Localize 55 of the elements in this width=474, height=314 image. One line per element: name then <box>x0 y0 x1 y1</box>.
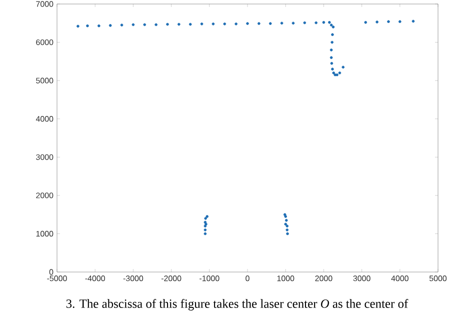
point <box>398 20 402 24</box>
point <box>286 224 289 228</box>
point <box>280 22 284 25</box>
point <box>204 217 207 220</box>
text: 3. The abscissa of this figure takes the laser center O as the center of <box>66 299 408 310</box>
point <box>330 62 334 65</box>
point <box>166 22 169 26</box>
point <box>76 24 80 28</box>
point <box>330 56 333 59</box>
point <box>204 224 207 228</box>
point <box>86 24 89 28</box>
point <box>286 228 289 232</box>
point <box>334 73 337 76</box>
point <box>376 20 378 24</box>
point <box>200 22 204 26</box>
point <box>314 21 318 24</box>
point <box>332 72 336 74</box>
point <box>342 66 345 69</box>
point <box>328 20 331 24</box>
point <box>338 72 342 74</box>
point <box>212 22 215 26</box>
point <box>303 21 306 24</box>
point <box>332 26 335 28</box>
point <box>258 22 260 25</box>
point <box>204 228 207 232</box>
point <box>246 22 249 25</box>
point <box>322 20 326 24</box>
point <box>120 24 124 26</box>
point <box>387 20 390 24</box>
point <box>364 20 368 24</box>
point <box>188 22 192 26</box>
point <box>330 24 333 26</box>
point <box>331 33 334 36</box>
point <box>284 218 288 222</box>
point <box>330 40 334 44</box>
point <box>178 22 180 26</box>
point <box>206 215 209 218</box>
point <box>283 213 286 216</box>
point <box>331 68 334 70</box>
point <box>204 232 207 236</box>
point <box>143 23 146 26</box>
point <box>284 215 287 218</box>
point <box>336 73 338 76</box>
point <box>154 23 158 26</box>
point <box>412 20 415 23</box>
point <box>223 22 226 26</box>
point <box>292 22 295 25</box>
point <box>108 24 112 27</box>
point <box>330 48 333 52</box>
point <box>284 222 287 226</box>
point <box>98 24 100 28</box>
point <box>268 22 272 25</box>
point <box>132 23 135 26</box>
point <box>234 22 238 26</box>
point <box>286 232 289 236</box>
